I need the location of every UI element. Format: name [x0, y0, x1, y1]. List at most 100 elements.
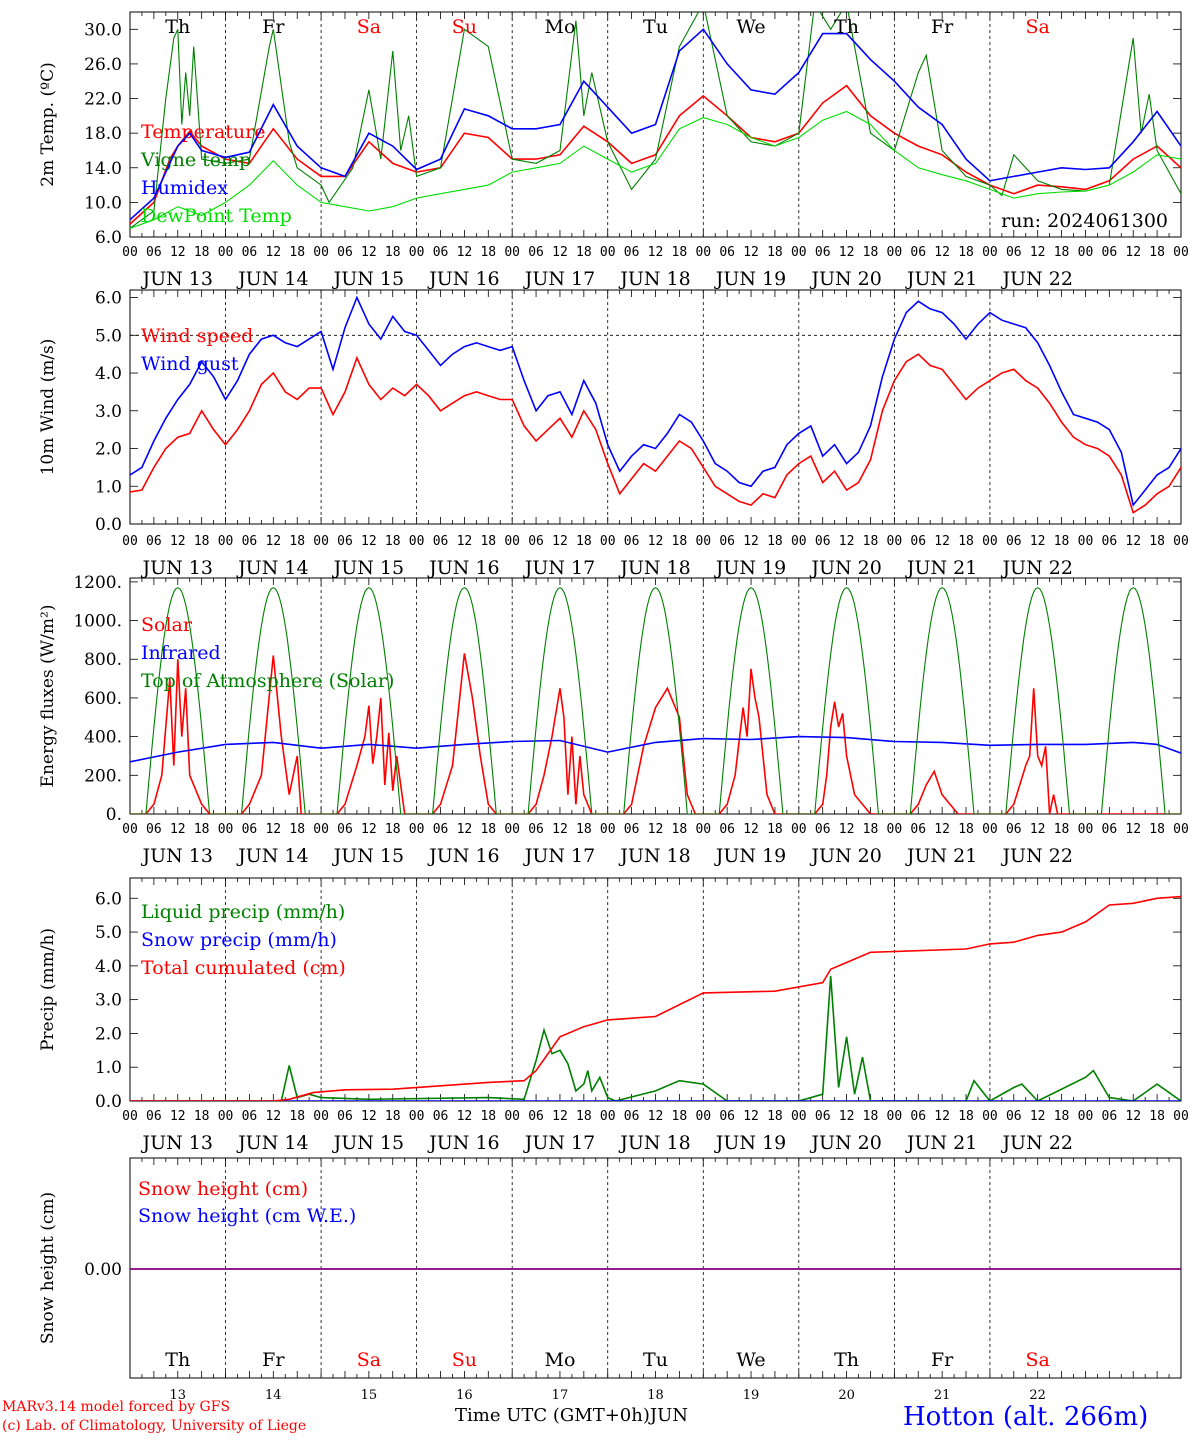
hour-label: 12: [934, 245, 950, 260]
hour-label: 18: [385, 534, 401, 549]
hour-label: 00: [504, 245, 520, 260]
date-label: JUN 18: [618, 557, 690, 579]
hour-label: 06: [433, 822, 449, 837]
hour-label: 06: [337, 822, 353, 837]
legend-humidex: Humidex: [141, 177, 228, 199]
legend-wind-speed: Wind speed: [141, 325, 253, 347]
hour-label: 18: [385, 1109, 401, 1124]
day-number: 22: [1029, 1388, 1046, 1403]
hour-label: 18: [1054, 534, 1070, 549]
hour-label: 12: [1125, 245, 1141, 260]
hour-label: 18: [958, 822, 974, 837]
legend-solar: Solar: [141, 614, 193, 636]
month-label: JUN: [649, 1405, 689, 1426]
hour-label: 06: [146, 245, 162, 260]
hour-label: 18: [385, 822, 401, 837]
hour-label: 00: [1078, 822, 1094, 837]
y-tick-label: 1.0: [95, 477, 122, 497]
hour-label: 06: [1006, 822, 1022, 837]
hour-label: 06: [1006, 534, 1022, 549]
hour-label: 12: [1125, 534, 1141, 549]
hour-label: 06: [242, 1109, 258, 1124]
y-tick-label: 2.0: [95, 1024, 122, 1044]
day-number: 21: [934, 1388, 951, 1403]
hour-label: 06: [815, 822, 831, 837]
hour-label: 18: [672, 245, 688, 260]
date-label: JUN 14: [236, 268, 308, 290]
hour-label: 06: [719, 534, 735, 549]
hour-label: 18: [863, 245, 879, 260]
hour-label: 12: [743, 822, 759, 837]
hour-label: 12: [552, 534, 568, 549]
hour-label: 00: [218, 245, 234, 260]
hour-label: 00: [791, 1109, 807, 1124]
hour-label: 12: [648, 1109, 664, 1124]
hour-label: 00: [887, 245, 903, 260]
date-label: JUN 15: [332, 268, 404, 290]
hour-label: 06: [910, 1109, 926, 1124]
hour-label: 00: [982, 534, 998, 549]
hour-label: 00: [504, 822, 520, 837]
day-name-top: Sa: [357, 16, 381, 38]
hour-label: 18: [958, 1109, 974, 1124]
date-label: JUN 13: [141, 557, 213, 579]
date-label: JUN 20: [809, 845, 881, 867]
hour-label: 18: [958, 534, 974, 549]
hour-label: 06: [1102, 1109, 1118, 1124]
y-tick-label: 30.0: [84, 20, 122, 40]
day-name-bottom: Fr: [262, 1349, 285, 1371]
hour-label: 00: [122, 245, 138, 260]
hour-label: 18: [863, 534, 879, 549]
date-label: JUN 17: [523, 268, 595, 290]
hour-label: 12: [934, 822, 950, 837]
day-name-bottom: Sa: [357, 1349, 381, 1371]
run-label: run: 2024061300: [1001, 210, 1168, 232]
day-name-top: Th: [834, 16, 859, 38]
y-tick-label: 3.0: [95, 991, 122, 1011]
date-label: JUN 14: [236, 1132, 308, 1154]
hour-label: 00: [504, 1109, 520, 1124]
day-name-top: Mo: [545, 16, 576, 38]
legend-top-of-atmosphere-solar-: Top of Atmosphere (Solar): [141, 670, 394, 692]
hour-label: 00: [409, 1109, 425, 1124]
hour-label: 18: [289, 245, 305, 260]
hour-label: 06: [719, 822, 735, 837]
series-line-temperature: [130, 84, 1181, 225]
date-label: JUN 21: [905, 268, 977, 290]
hour-label: 12: [839, 534, 855, 549]
hour-label: 18: [480, 245, 496, 260]
date-label: JUN 20: [809, 557, 881, 579]
hour-label: 00: [982, 245, 998, 260]
legend-snow-precip-mm-h-: Snow precip (mm/h): [141, 929, 337, 951]
day-name-bottom: Sa: [1026, 1349, 1050, 1371]
date-label: JUN 19: [714, 1132, 786, 1154]
hour-label: 06: [242, 534, 258, 549]
day-name-bottom: Mo: [545, 1349, 576, 1371]
series-line-vigne-temp: [130, 12, 1181, 229]
hour-label: 18: [1054, 245, 1070, 260]
date-label: JUN 18: [618, 1132, 690, 1154]
y-axis-label: 10m Wind (m/s): [38, 339, 58, 476]
date-label: JUN 18: [618, 845, 690, 867]
hour-label: 06: [815, 1109, 831, 1124]
hour-label: 12: [839, 245, 855, 260]
date-label: JUN 21: [905, 557, 977, 579]
y-tick-label: 0.: [106, 805, 122, 825]
date-label: JUN 20: [809, 268, 881, 290]
hour-label: 06: [146, 534, 162, 549]
hour-label: 00: [887, 822, 903, 837]
hour-label: 00: [122, 1109, 138, 1124]
date-label: JUN 19: [714, 557, 786, 579]
legend-vigne-temp: Vigne temp: [140, 149, 251, 171]
y-tick-label: 22.0: [84, 90, 122, 110]
date-label: JUN 14: [236, 557, 308, 579]
hour-label: 00: [313, 245, 329, 260]
hour-label: 12: [743, 245, 759, 260]
day-name-top: Fr: [931, 16, 954, 38]
day-name-top: Sa: [1026, 16, 1050, 38]
hour-label: 12: [361, 1109, 377, 1124]
day-name-bottom: Th: [834, 1349, 859, 1371]
day-number: 16: [456, 1388, 473, 1403]
hour-label: 18: [1054, 822, 1070, 837]
y-tick-label: 18.0: [84, 124, 122, 144]
